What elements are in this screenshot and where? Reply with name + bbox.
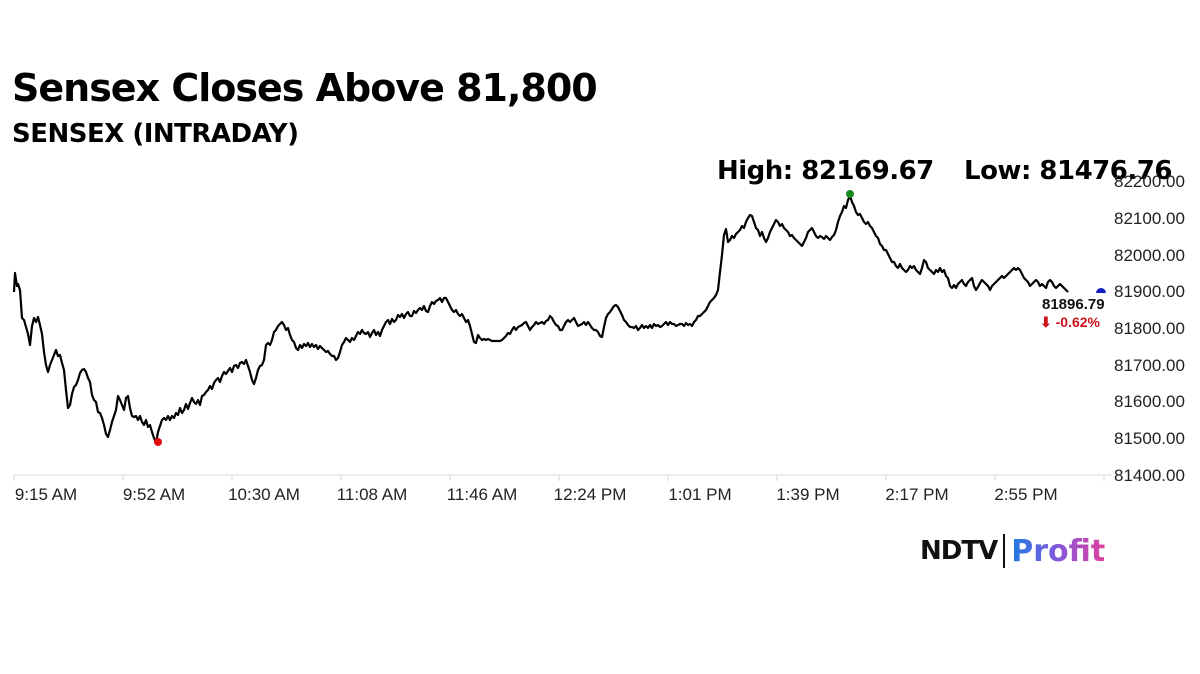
y-tick-label: 82100.00 — [1114, 209, 1185, 228]
x-tick-label: 2:55 PM — [994, 485, 1058, 504]
page-title: Sensex Closes Above 81,800 — [12, 66, 598, 110]
low-marker — [154, 438, 162, 446]
y-tick-label: 82200.00 — [1114, 172, 1185, 191]
x-tick-label: 2:17 PM — [885, 485, 949, 504]
x-tick-label: 9:15 AM — [14, 485, 78, 504]
x-tick-label: 11:08 AM — [336, 485, 408, 504]
high-marker — [846, 190, 854, 198]
y-tick-label: 81500.00 — [1114, 429, 1185, 448]
x-tick-label: 10:30 AM — [228, 485, 300, 504]
x-tick-label: 9:52 AM — [122, 485, 186, 504]
low-label: Low: 81476.76 — [964, 156, 1172, 186]
x-axis-ticks — [13, 475, 1105, 481]
ndtv-profit-logo: NDTV Profit — [920, 533, 1106, 569]
x-tick-label: 1:39 PM — [776, 485, 840, 504]
close-value: 81896.79 — [1042, 296, 1105, 313]
x-tick-label: 12:24 PM — [553, 485, 627, 504]
x-tick-label: 1:01 PM — [668, 485, 732, 504]
logo-divider — [1003, 534, 1006, 568]
chart-subtitle: SENSEX (INTRADAY) — [12, 119, 299, 149]
y-tick-label: 82000.00 — [1114, 246, 1185, 265]
y-tick-label: 81900.00 — [1114, 282, 1185, 301]
y-tick-label: 81800.00 — [1114, 319, 1185, 338]
y-tick-label: 81700.00 — [1114, 356, 1185, 375]
close-change: ⬇ -0.62% — [1040, 314, 1100, 330]
logo-brand: NDTV — [920, 536, 998, 566]
y-tick-label: 81400.00 — [1114, 466, 1185, 485]
high-label: High: 82169.67 — [717, 156, 934, 186]
logo-product: Profit — [1011, 533, 1106, 569]
close-marker — [1096, 288, 1106, 293]
y-tick-label: 81600.00 — [1114, 392, 1185, 411]
x-tick-label: 11:46 AM — [446, 485, 518, 504]
sensex-line — [12, 194, 1069, 445]
